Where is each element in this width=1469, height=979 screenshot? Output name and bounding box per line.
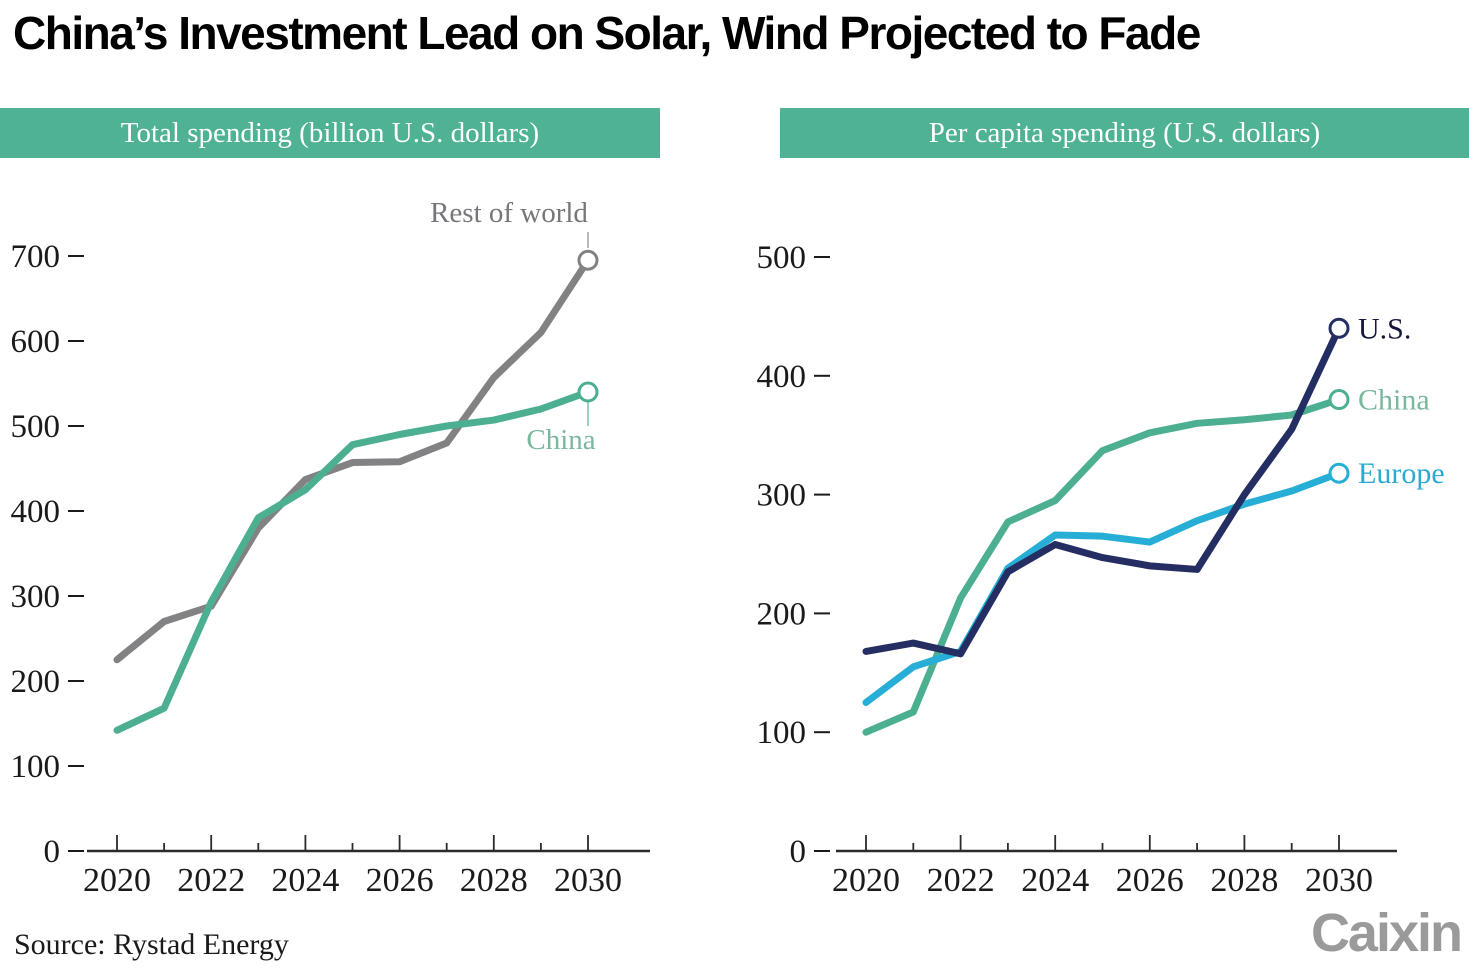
left-chart-header: Total spending (billion U.S. dollars) [0, 108, 660, 158]
left-chart: 0 100 200 300 400 500 600 700 2020 2022 2024 2026 20… [11, 197, 650, 899]
right-chart: 0 100 200 300 400 500 2020 2022 2024 2026 2028 2030… [757, 240, 1445, 899]
y-tick-label: 200 [11, 664, 61, 700]
page-title: China’s Investment Lead on Solar, Wind P… [13, 7, 1201, 59]
rest-of-world-end-marker [577, 249, 599, 271]
caixin-logo: Caixin [1310, 903, 1463, 963]
europe-label: Europe [1358, 457, 1445, 490]
rest-of-world-label: Rest of world [430, 197, 588, 229]
u-s-label: U.S. [1358, 312, 1411, 345]
x-tick-label: 2030 [1305, 862, 1373, 899]
u-s-end-marker [1328, 317, 1350, 339]
u-s-line [862, 324, 1343, 658]
china-label: China [526, 424, 595, 456]
x-tick-label: 2024 [1021, 862, 1089, 899]
y-tick-label: 400 [757, 359, 807, 395]
x-tick-label: 2030 [554, 862, 622, 899]
y-tick-label: 0 [790, 834, 807, 870]
x-tick-label: 2022 [927, 862, 995, 899]
y-tick-label: 100 [11, 749, 61, 785]
y-tick-label: 600 [11, 324, 61, 360]
y-tick-label: 100 [757, 715, 807, 751]
right-chart-header: Per capita spending (U.S. dollars) [780, 108, 1469, 158]
x-tick-label: 2026 [366, 862, 434, 899]
y-tick-label: 300 [757, 478, 807, 514]
china-end-marker [1328, 389, 1350, 411]
x-tick-label: 2028 [1210, 862, 1278, 899]
europe-end-marker [1328, 462, 1350, 484]
china-line [113, 388, 592, 734]
y-tick-label: 0 [44, 834, 61, 870]
x-tick-label: 2024 [271, 862, 339, 899]
y-tick-label: 500 [11, 409, 61, 445]
y-tick-label: 700 [11, 239, 61, 275]
left-chart-header-label: Total spending (billion U.S. dollars) [120, 116, 540, 149]
europe-line [862, 469, 1343, 706]
rest-of-world-line [113, 256, 592, 664]
china-label: China [1358, 384, 1430, 417]
y-tick-label: 200 [757, 596, 807, 632]
x-tick-label: 2022 [177, 862, 245, 899]
x-tick-label: 2020 [832, 862, 900, 899]
x-tick-label: 2020 [83, 862, 151, 899]
right-chart-header-label: Per capita spending (U.S. dollars) [928, 116, 1321, 149]
y-tick-label: 500 [757, 240, 807, 276]
y-tick-label: 400 [11, 494, 61, 530]
china-end-marker [577, 381, 599, 403]
x-tick-label: 2026 [1116, 862, 1184, 899]
source-note: Source: Rystad Energy [14, 928, 289, 961]
china-line [862, 396, 1343, 736]
x-tick-label: 2028 [460, 862, 528, 899]
y-tick-label: 300 [11, 579, 61, 615]
